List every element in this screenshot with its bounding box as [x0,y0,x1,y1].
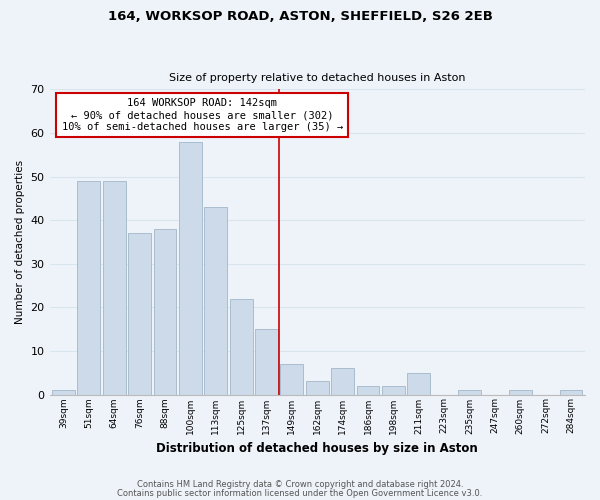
Bar [560,390,583,394]
Bar [509,390,532,394]
Text: Contains public sector information licensed under the Open Government Licence v3: Contains public sector information licen… [118,488,482,498]
Bar [154,229,176,394]
Bar [52,390,75,394]
Bar [306,382,329,394]
Bar [382,386,405,394]
Title: Size of property relative to detached houses in Aston: Size of property relative to detached ho… [169,73,466,83]
Bar [280,364,304,394]
Bar [205,207,227,394]
X-axis label: Distribution of detached houses by size in Aston: Distribution of detached houses by size … [157,442,478,455]
Text: 164 WORKSOP ROAD: 142sqm
← 90% of detached houses are smaller (302)
10% of semi-: 164 WORKSOP ROAD: 142sqm ← 90% of detach… [62,98,343,132]
Bar [356,386,379,394]
Bar [179,142,202,394]
Bar [128,233,151,394]
Text: 164, WORKSOP ROAD, ASTON, SHEFFIELD, S26 2EB: 164, WORKSOP ROAD, ASTON, SHEFFIELD, S26… [107,10,493,23]
Bar [77,181,100,394]
Text: Contains HM Land Registry data © Crown copyright and database right 2024.: Contains HM Land Registry data © Crown c… [137,480,463,489]
Bar [331,368,354,394]
Bar [230,298,253,394]
Bar [458,390,481,394]
Bar [407,372,430,394]
Bar [255,329,278,394]
Bar [103,181,125,394]
Y-axis label: Number of detached properties: Number of detached properties [15,160,25,324]
